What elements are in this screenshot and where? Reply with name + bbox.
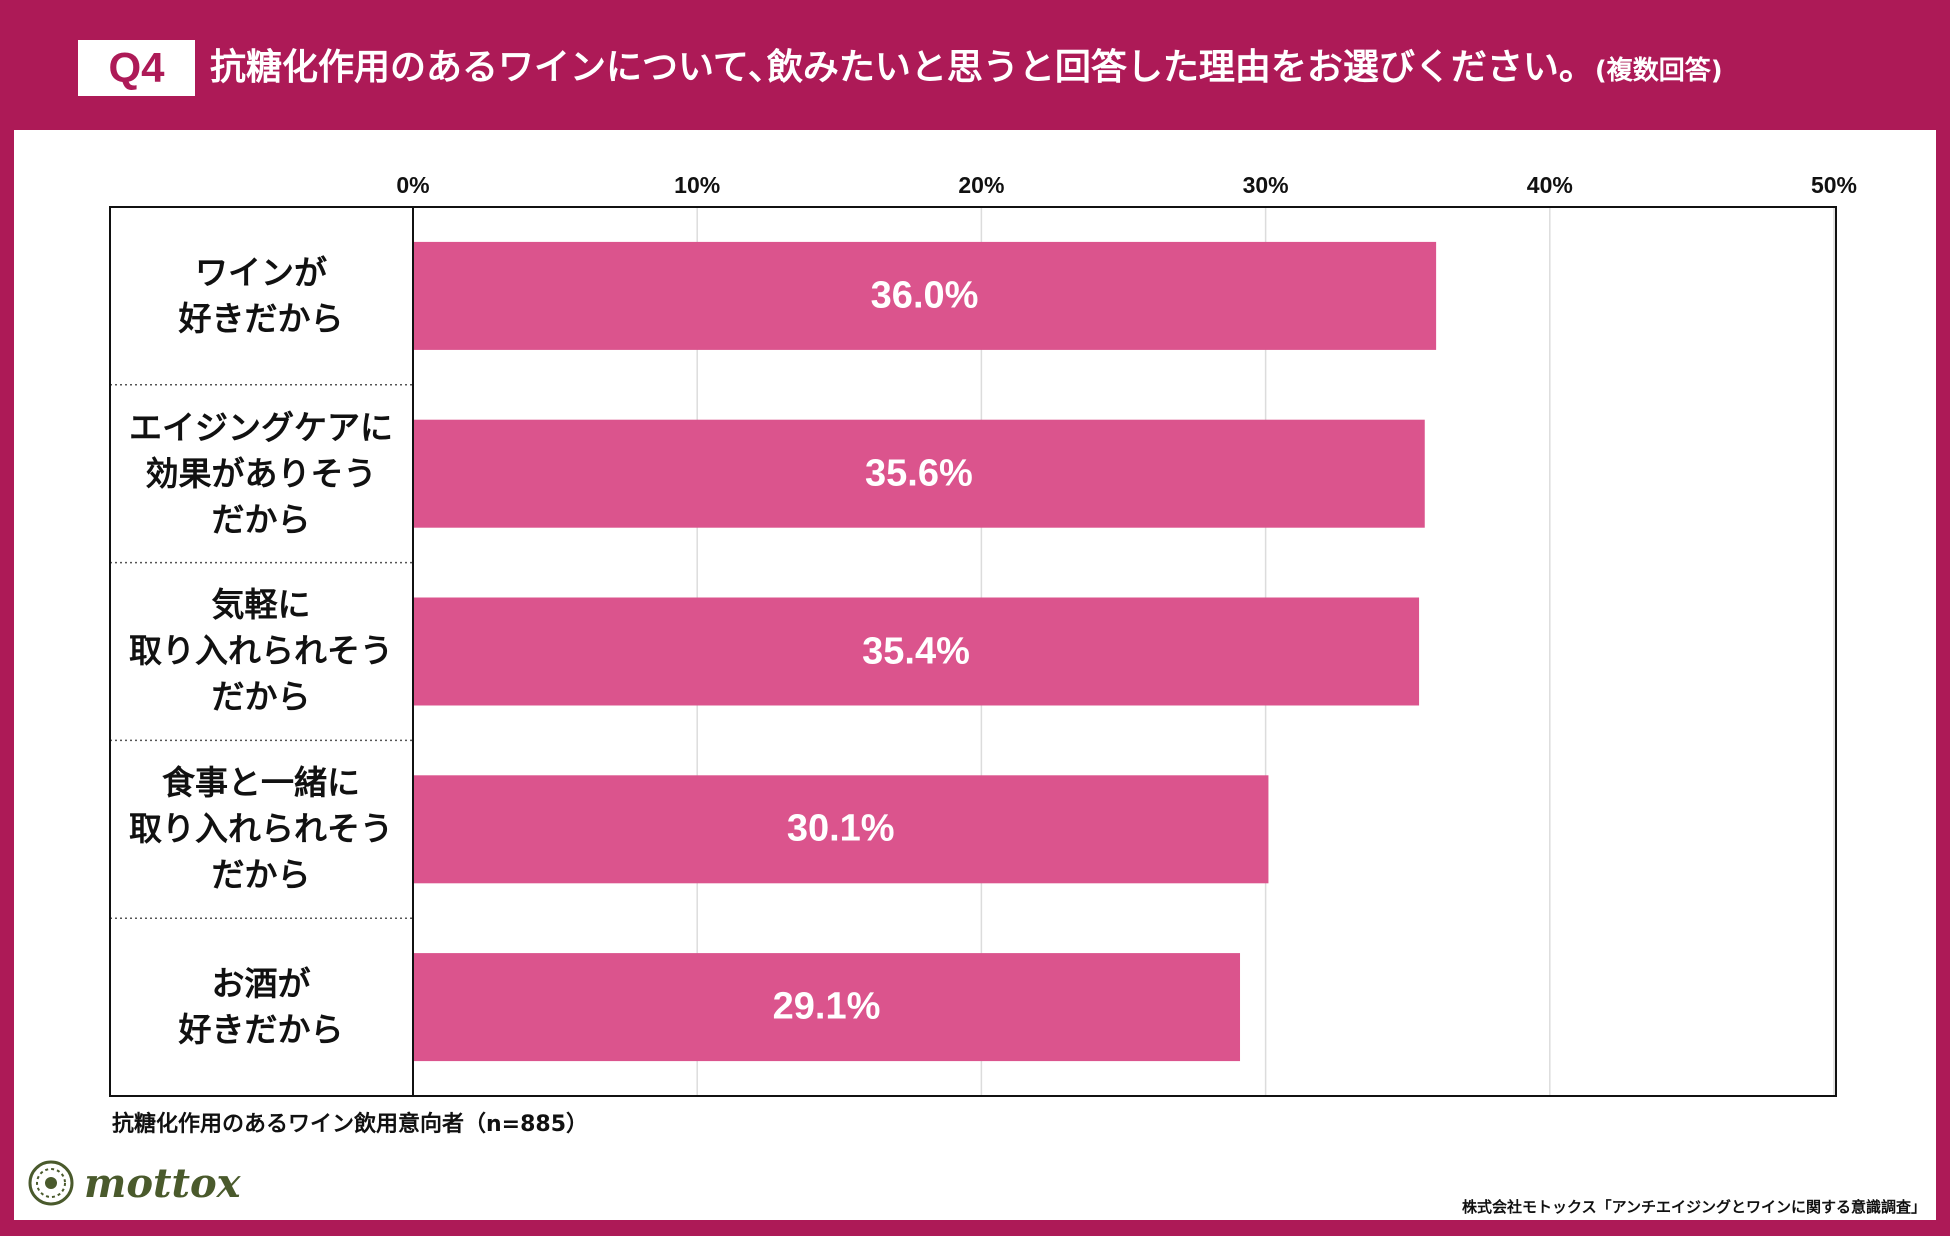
category-label: 気軽に 取り入れられそう だから (129, 585, 393, 717)
sample-note: 抗糖化作用のあるワイン飲用意向者（n=885） (112, 1112, 589, 1137)
bar (413, 419, 1425, 528)
wreath-logo-icon (28, 1160, 74, 1206)
question-title-suffix: (複数回答) (1594, 56, 1723, 86)
tick-label: 0% (396, 172, 430, 198)
question-badge: Q4 (78, 40, 195, 96)
category-label: エイジングケアに 効果がありそう だから (129, 407, 393, 539)
company-logo: mottox (28, 1159, 241, 1207)
source-note: 株式会社モトックス「アンチエイジングとワインに関する意識調査」 (1462, 1198, 1926, 1216)
bar-value-label: 35.4% (862, 630, 970, 672)
tick-label: 50% (1810, 172, 1858, 198)
tick-label: 40% (1526, 172, 1573, 198)
bar (413, 775, 1269, 884)
bar (413, 241, 1437, 350)
bar (413, 953, 1241, 1062)
category-label: お酒が 好きだから (178, 964, 344, 1050)
question-title: 抗糖化作用のあるワインについて､飲みたいと思うと回答した理由をお選びください。(… (210, 40, 1723, 96)
tick-label: 10% (674, 172, 721, 198)
category-label: 食事と一緒に 取り入れられそう だから (129, 763, 393, 895)
bar-value-label: 36.0% (870, 274, 979, 317)
question-title-text: 抗糖化作用のあるワインについて､飲みたいと思うと回答した理由をお選びください。 (210, 47, 1595, 88)
tick-label: 20% (958, 172, 1005, 198)
bar-value-label: 30.1% (786, 807, 895, 850)
bar (413, 597, 1420, 706)
bar-value-label: 35.6% (865, 452, 973, 495)
category-label: ワインが 好きだから (178, 252, 344, 338)
logo-text: mottox (84, 1159, 241, 1207)
tick-label: 30% (1242, 172, 1289, 198)
bar-value-label: 29.1% (772, 985, 881, 1028)
chart-frame (109, 206, 1837, 1097)
